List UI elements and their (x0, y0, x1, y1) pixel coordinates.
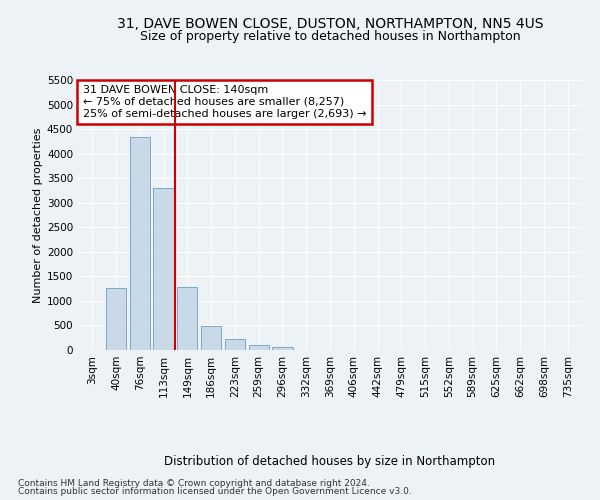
Text: Contains HM Land Registry data © Crown copyright and database right 2024.: Contains HM Land Registry data © Crown c… (18, 478, 370, 488)
Text: 31 DAVE BOWEN CLOSE: 140sqm
← 75% of detached houses are smaller (8,257)
25% of : 31 DAVE BOWEN CLOSE: 140sqm ← 75% of det… (83, 86, 367, 118)
Bar (272, 347, 293, 350)
Bar (201, 326, 221, 350)
Text: 31, DAVE BOWEN CLOSE, DUSTON, NORTHAMPTON, NN5 4US: 31, DAVE BOWEN CLOSE, DUSTON, NORTHAMPTO… (117, 18, 543, 32)
Bar (106, 288, 126, 350)
Text: Contains public sector information licensed under the Open Government Licence v3: Contains public sector information licen… (18, 487, 412, 496)
Bar (248, 346, 269, 350)
Text: Size of property relative to detached houses in Northampton: Size of property relative to detached ho… (140, 30, 520, 43)
Y-axis label: Number of detached properties: Number of detached properties (33, 128, 43, 302)
Bar (225, 340, 245, 350)
Bar (154, 188, 173, 350)
Bar (130, 138, 150, 350)
Text: Distribution of detached houses by size in Northampton: Distribution of detached houses by size … (164, 454, 496, 468)
Bar (177, 287, 197, 350)
